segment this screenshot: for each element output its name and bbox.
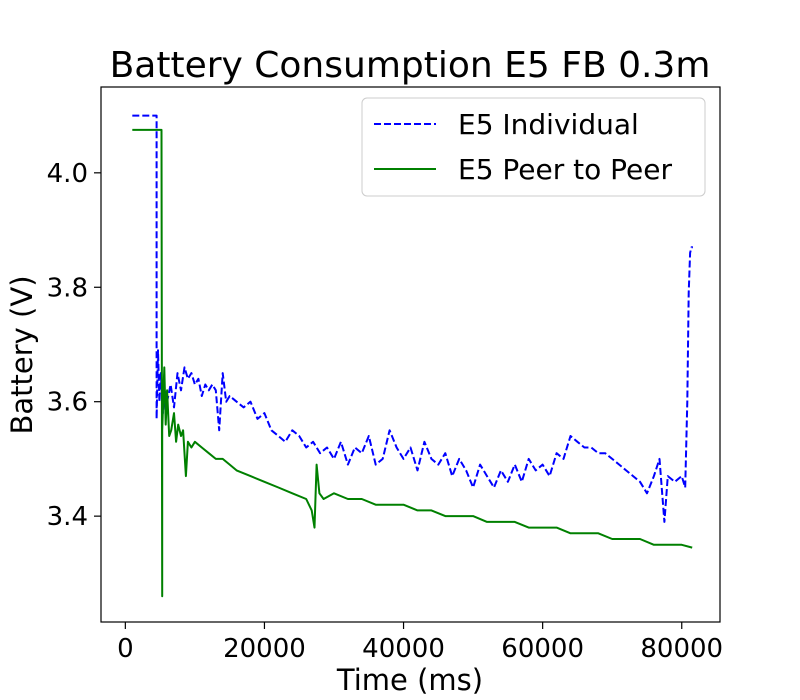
x-tick-label: 80000	[640, 634, 723, 664]
x-tick-label: 20000	[223, 634, 306, 664]
chart-title: Battery Consumption E5 FB 0.3m	[110, 45, 711, 86]
y-tick-label: 3.8	[47, 273, 88, 303]
x-tick-label: 60000	[501, 634, 584, 664]
x-axis-ticks: 0 20000 40000 60000 80000	[117, 622, 723, 664]
series-layer	[132, 114, 693, 598]
y-tick-label: 3.4	[47, 502, 88, 532]
y-axis-label: Battery (V)	[5, 275, 39, 434]
series-line-e5-peer-to-peer	[132, 128, 693, 598]
x-tick-label: 0	[117, 634, 134, 664]
y-tick-label: 3.6	[47, 388, 88, 418]
legend-box	[361, 97, 706, 197]
legend-label-peer-to-peer: E5 Peer to Peer	[458, 153, 673, 186]
plot-frame	[100, 86, 721, 623]
series-line-e5-individual	[132, 114, 693, 523]
legend-label-individual: E5 Individual	[458, 108, 639, 141]
y-axis-ticks: 3.4 3.6 3.8 4.0	[47, 159, 101, 532]
x-tick-label: 40000	[362, 634, 445, 664]
legend: E5 Individual E5 Peer to Peer	[361, 97, 706, 197]
x-axis-label: Time (ms)	[336, 663, 483, 697]
y-tick-label: 4.0	[47, 159, 88, 189]
